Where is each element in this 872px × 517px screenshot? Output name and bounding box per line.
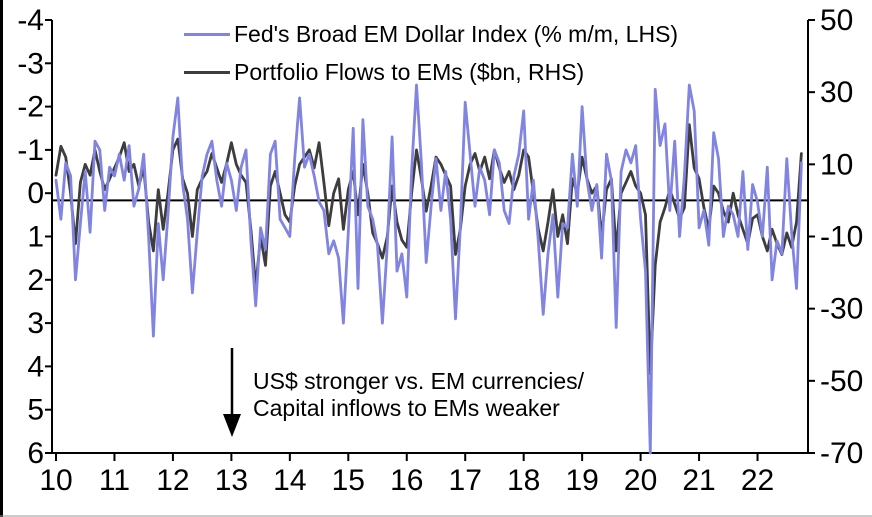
x-axis-tick-label: 21: [682, 464, 715, 497]
annotation-line-2: Capital inflows to EMs weaker: [253, 395, 560, 421]
right-axis-tick-label: -30: [820, 293, 863, 326]
x-axis-tick-label: 20: [624, 464, 657, 497]
x-axis-tick-label: 15: [332, 464, 365, 497]
right-axis-tick-label: 30: [820, 76, 853, 109]
left-axis-tick-label: 5: [27, 394, 44, 427]
x-axis-tick-label: 19: [565, 464, 598, 497]
annotation-text: US$ stronger vs. EM currencies/ Capital …: [253, 368, 584, 438]
legend-line-sample-dark: [184, 71, 230, 74]
x-axis-tick-label: 14: [273, 464, 306, 497]
right-axis-tick-label: 50: [820, 4, 853, 37]
legend-label-portfolio-flows: Portfolio Flows to EMs ($bn, RHS): [234, 59, 585, 85]
left-axis-tick-label: 3: [27, 307, 44, 340]
x-axis-tick-label: 16: [390, 464, 423, 497]
x-axis-tick-label: 17: [449, 464, 482, 497]
left-axis-tick-label: 0: [27, 177, 44, 210]
left-axis-tick-label: 4: [27, 350, 44, 383]
legend-label-em-dollar-index: Fed's Broad EM Dollar Index (% m/m, LHS): [234, 21, 679, 47]
left-axis-tick-label: 1: [27, 221, 44, 254]
x-axis-tick-label: 22: [741, 464, 774, 497]
x-axis-tick-label: 12: [156, 464, 189, 497]
left-axis-tick-label: -2: [17, 91, 44, 124]
x-axis-tick-label: 13: [215, 464, 248, 497]
annotation-line-1: US$ stronger vs. EM currencies/: [253, 368, 585, 394]
left-axis-tick-label: -4: [17, 4, 44, 37]
legend-line-sample-purple: [184, 33, 230, 36]
left-axis-tick-label: 6: [27, 437, 44, 470]
chart-annotation: US$ stronger vs. EM currencies/ Capital …: [221, 346, 584, 438]
series-line-em-dollar-index: [54, 83, 803, 455]
right-axis-tick-label: -50: [820, 365, 863, 398]
x-axis-tick-label: 10: [39, 464, 72, 497]
right-axis-tick-label: -10: [820, 221, 863, 254]
right-axis-tick-label: 10: [820, 148, 853, 181]
left-axis-tick-label: 2: [27, 264, 44, 297]
left-axis-tick-label: -3: [17, 47, 44, 80]
legend-item-em-dollar-index: Fed's Broad EM Dollar Index (% m/m, LHS): [184, 21, 678, 48]
x-axis-tick-label: 18: [507, 464, 540, 497]
right-axis-tick-label: -70: [820, 437, 863, 470]
left-axis-tick-label: -1: [17, 134, 44, 167]
legend-item-portfolio-flows: Portfolio Flows to EMs ($bn, RHS): [184, 59, 584, 86]
image-left-border: [0, 0, 3, 517]
down-arrow-icon: [223, 348, 241, 437]
x-axis-tick-label: 11: [99, 464, 130, 497]
